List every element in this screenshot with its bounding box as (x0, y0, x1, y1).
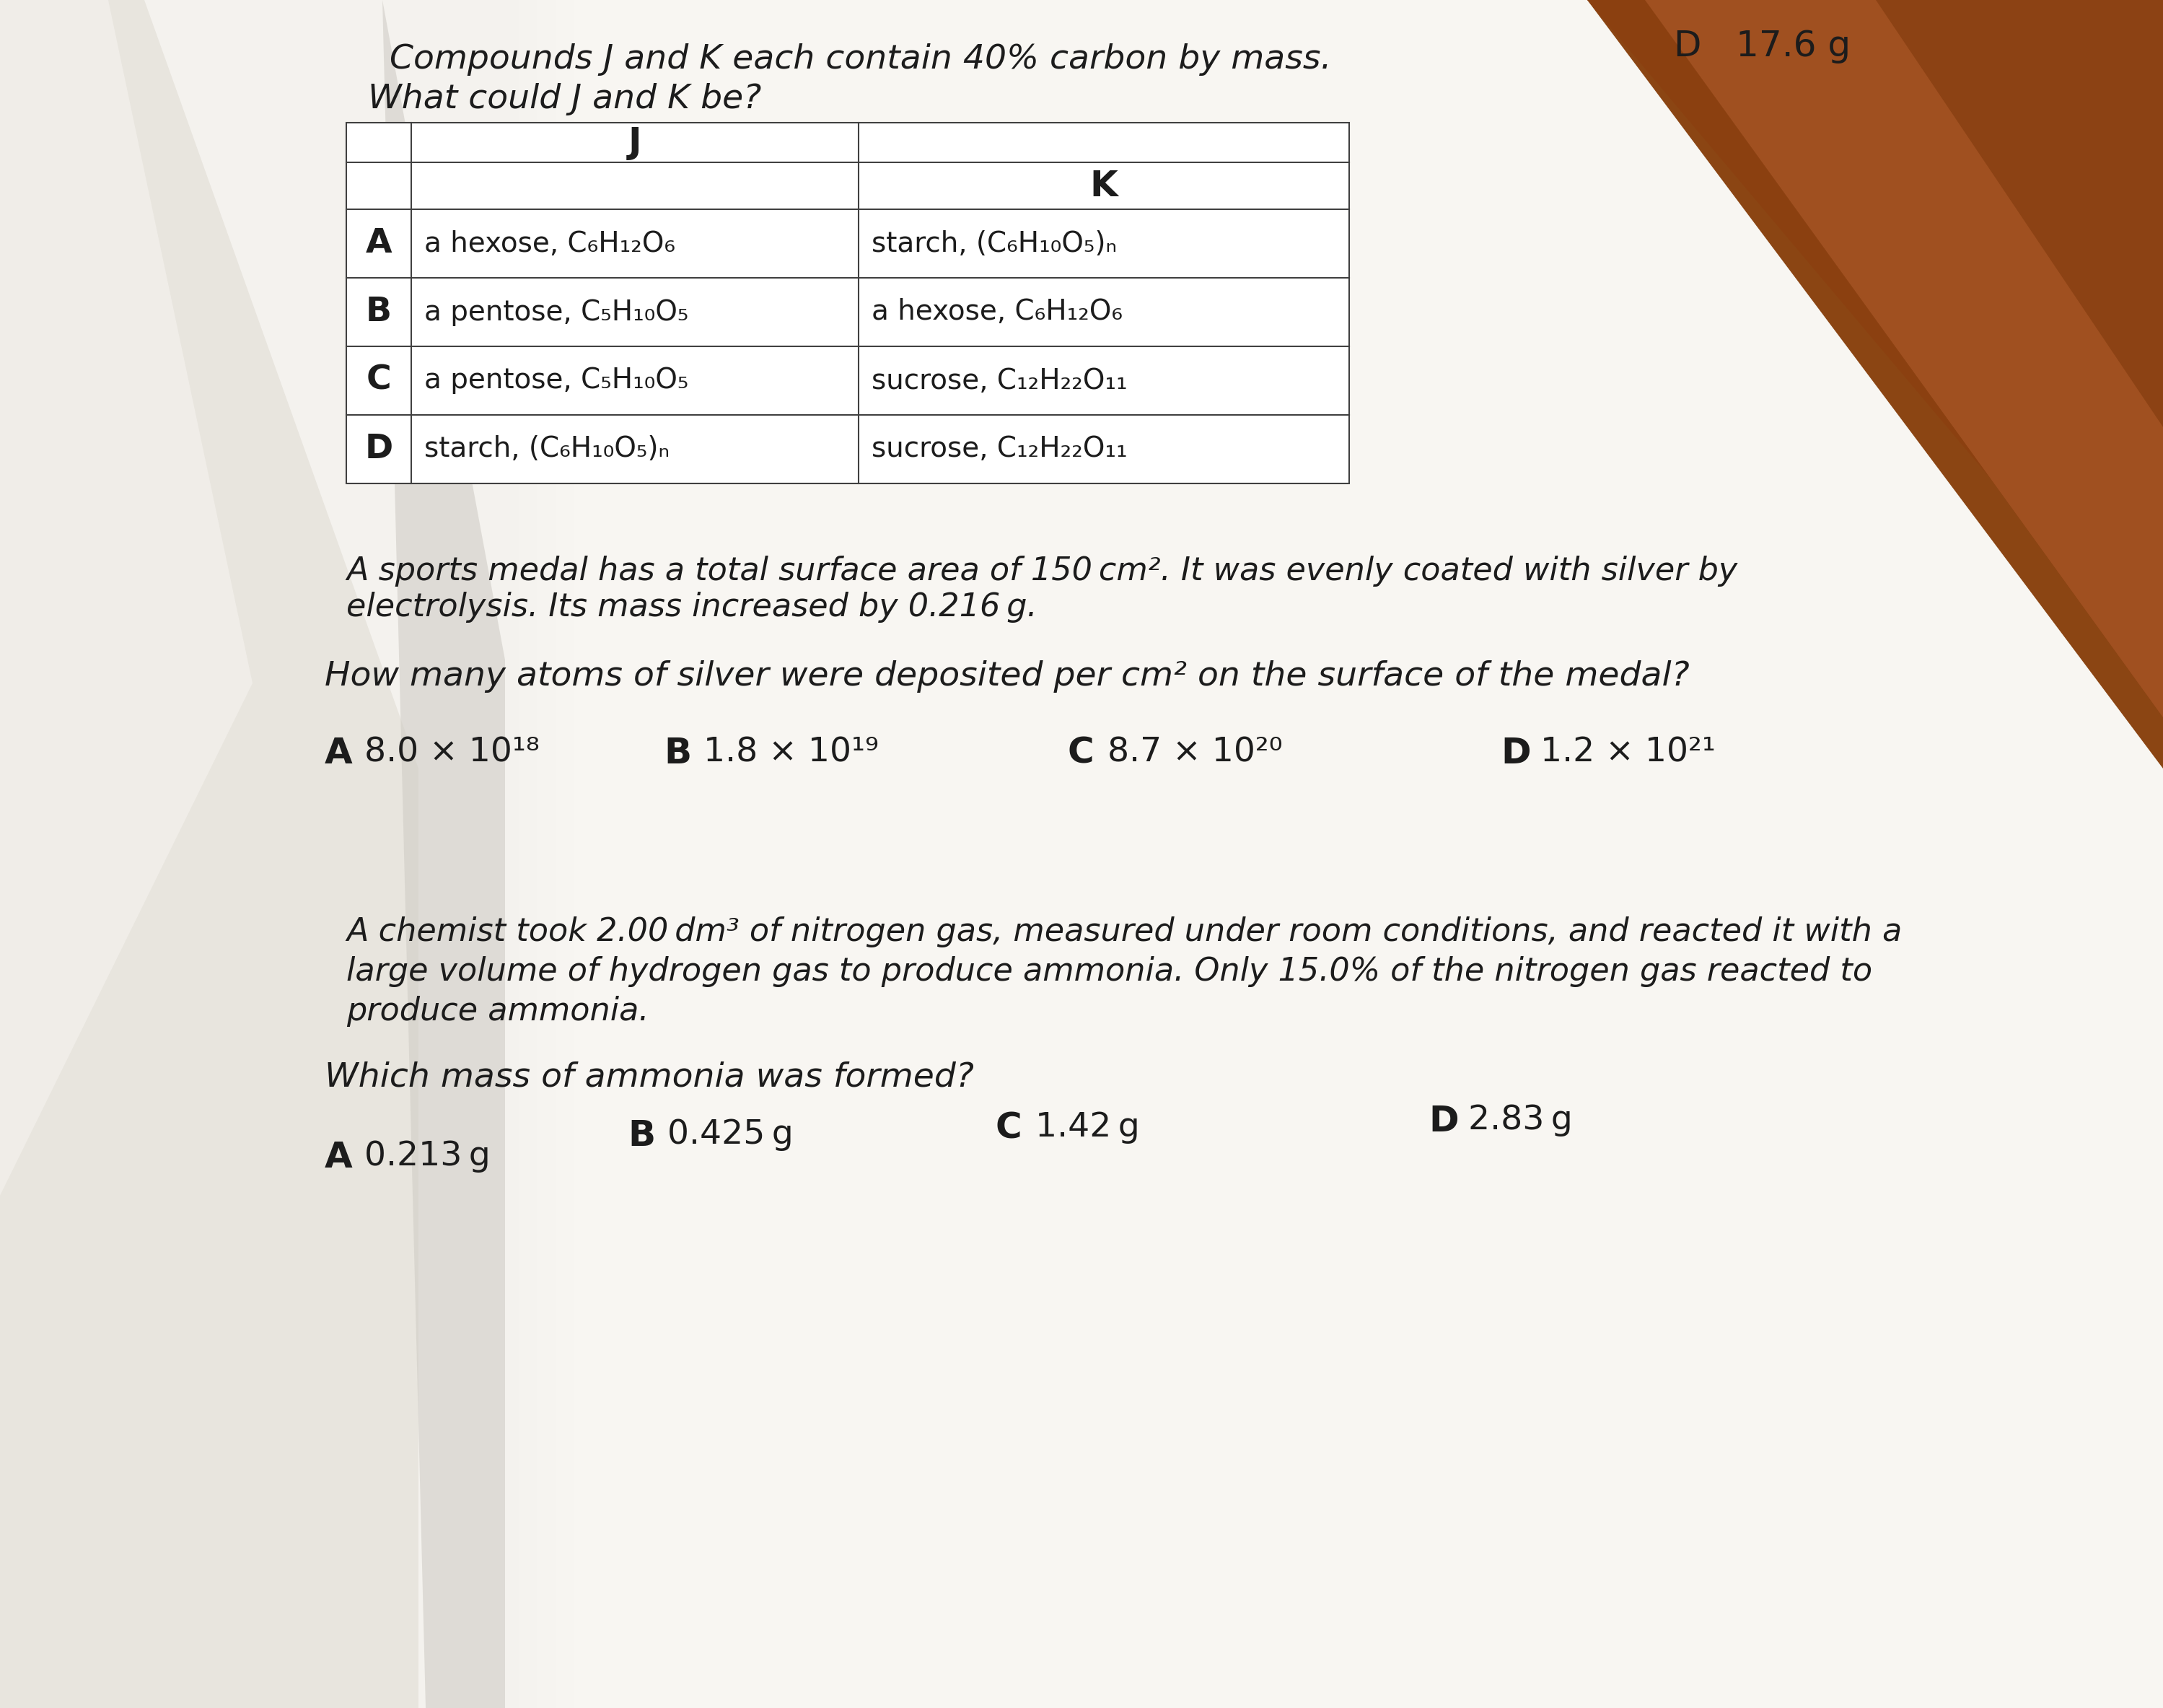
Bar (508, 0, 513, 1708)
Text: sucrose, C₁₂H₂₂O₁₁: sucrose, C₁₂H₂₂O₁₁ (872, 367, 1127, 395)
Text: How many atoms of silver were deposited per cm² on the surface of the medal?: How many atoms of silver were deposited … (324, 661, 1689, 693)
Polygon shape (1646, 0, 2163, 717)
Text: 1.8 × 10¹⁹: 1.8 × 10¹⁹ (703, 736, 878, 769)
Text: Compounds J and K each contain 40% carbon by mass.: Compounds J and K each contain 40% carbo… (389, 43, 1332, 75)
Polygon shape (1646, 0, 2163, 717)
Text: D   17.6 g: D 17.6 g (1674, 29, 1852, 63)
Bar (504, 0, 508, 1708)
Bar (530, 0, 534, 1708)
Bar (556, 0, 560, 1708)
Bar (545, 0, 549, 1708)
Polygon shape (1696, 0, 2163, 598)
Bar (549, 0, 552, 1708)
Bar (571, 0, 573, 1708)
Text: sucrose, C₁₂H₂₂O₁₁: sucrose, C₁₂H₂₂O₁₁ (872, 436, 1127, 463)
Text: D: D (366, 432, 394, 465)
Text: 2.83 g: 2.83 g (1469, 1103, 1573, 1136)
Polygon shape (1588, 0, 2163, 683)
Text: B: B (366, 295, 392, 328)
Bar (523, 0, 526, 1708)
Bar (513, 0, 515, 1708)
Text: A: A (324, 736, 353, 770)
Bar (573, 0, 578, 1708)
Text: a hexose, C₆H₁₂O₆: a hexose, C₆H₁₂O₆ (872, 299, 1123, 326)
Bar (534, 0, 536, 1708)
Text: 0.425 g: 0.425 g (668, 1119, 794, 1151)
Polygon shape (1804, 0, 2163, 478)
Text: Which mass of ammonia was formed?: Which mass of ammonia was formed? (324, 1061, 973, 1093)
Text: D: D (1501, 736, 1531, 770)
Text: a hexose, C₆H₁₂O₆: a hexose, C₆H₁₂O₆ (424, 231, 675, 258)
Text: D: D (1428, 1103, 1458, 1139)
Text: A: A (366, 227, 392, 260)
Text: What could J and K be?: What could J and K be? (368, 84, 761, 116)
Bar (536, 0, 541, 1708)
Polygon shape (0, 0, 417, 1708)
Text: starch, (C₆H₁₀O₅)ₙ: starch, (C₆H₁₀O₅)ₙ (424, 436, 671, 463)
Text: a pentose, C₅H₁₀O₅: a pentose, C₅H₁₀O₅ (424, 299, 688, 326)
Text: large volume of hydrogen gas to produce ammonia. Only 15.0% of the nitrogen gas : large volume of hydrogen gas to produce … (346, 956, 1873, 987)
Bar (541, 0, 545, 1708)
Text: B: B (627, 1119, 655, 1153)
Text: A: A (324, 1141, 353, 1175)
Text: 8.7 × 10²⁰: 8.7 × 10²⁰ (1107, 736, 1283, 769)
Text: 1.42 g: 1.42 g (1036, 1112, 1140, 1144)
Text: a pentose, C₅H₁₀O₅: a pentose, C₅H₁₀O₅ (424, 367, 688, 395)
Polygon shape (0, 0, 253, 1196)
Bar (515, 0, 519, 1708)
Text: produce ammonia.: produce ammonia. (346, 996, 649, 1027)
Text: 1.2 × 10²¹: 1.2 × 10²¹ (1540, 736, 1715, 769)
Bar (526, 0, 530, 1708)
Text: K: K (1090, 169, 1118, 203)
Text: A sports medal has a total surface area of 150 cm². It was evenly coated with si: A sports medal has a total surface area … (346, 555, 1737, 586)
Bar (567, 0, 571, 1708)
Text: J: J (627, 125, 642, 161)
Text: B: B (664, 736, 692, 770)
Bar (560, 0, 562, 1708)
Bar (552, 0, 556, 1708)
Text: 0.213 g: 0.213 g (363, 1141, 491, 1173)
Text: 8.0 × 10¹⁸: 8.0 × 10¹⁸ (363, 736, 539, 769)
Bar (346, 123, 1350, 483)
Text: C: C (1069, 736, 1094, 770)
Text: C: C (995, 1112, 1023, 1146)
Text: starch, (C₆H₁₀O₅)ₙ: starch, (C₆H₁₀O₅)ₙ (872, 231, 1116, 258)
Text: A chemist took 2.00 dm³ of nitrogen gas, measured under room conditions, and rea: A chemist took 2.00 dm³ of nitrogen gas,… (346, 917, 1901, 948)
Text: C: C (366, 364, 392, 396)
Polygon shape (504, 0, 2163, 1708)
Text: electrolysis. Its mass increased by 0.216 g.: electrolysis. Its mass increased by 0.21… (346, 591, 1038, 623)
Polygon shape (383, 0, 578, 1708)
Bar (519, 0, 523, 1708)
Bar (562, 0, 567, 1708)
Polygon shape (1588, 0, 2163, 769)
